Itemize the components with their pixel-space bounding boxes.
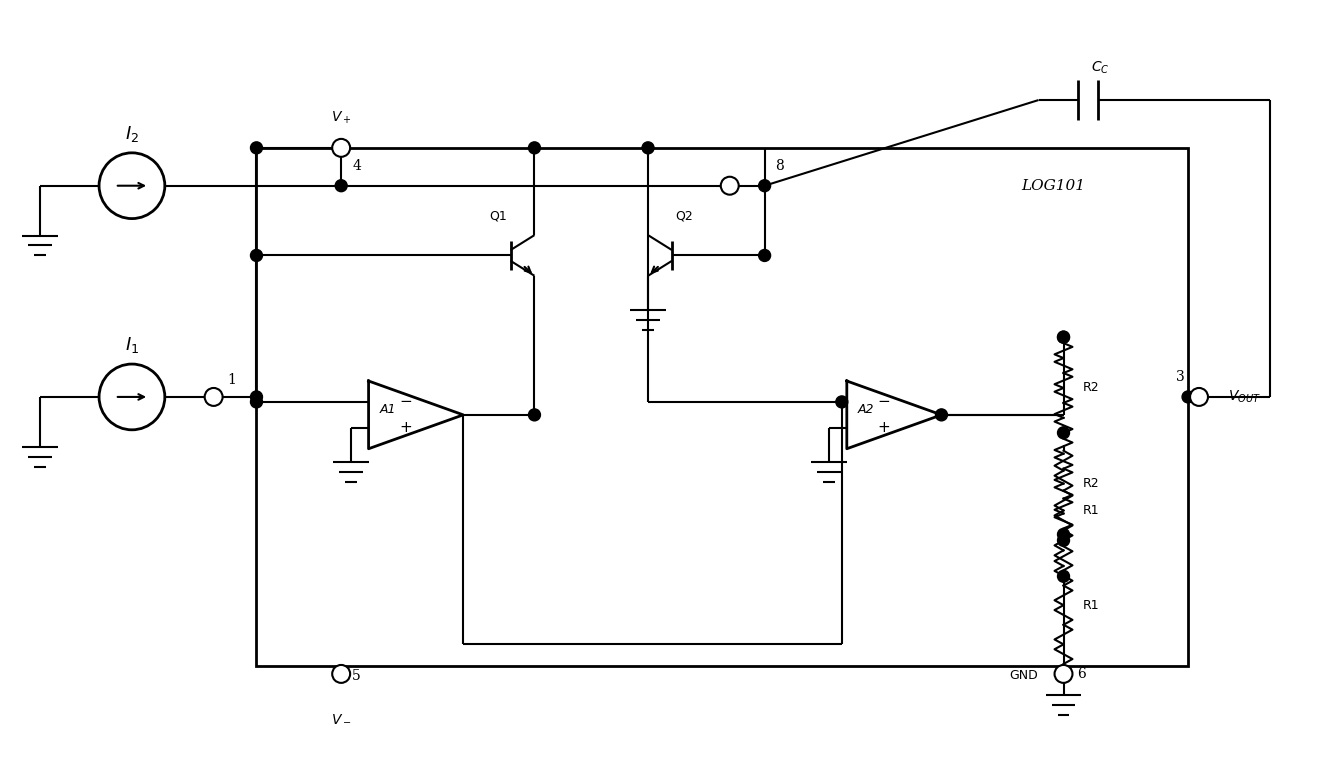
Text: A1: A1: [380, 403, 397, 416]
Circle shape: [1182, 391, 1194, 403]
Text: Q2: Q2: [675, 209, 693, 222]
Circle shape: [99, 364, 165, 430]
Circle shape: [529, 142, 540, 154]
Circle shape: [759, 179, 771, 192]
Text: $I_2$: $I_2$: [125, 124, 138, 144]
Circle shape: [335, 179, 347, 192]
Text: 3: 3: [1176, 370, 1185, 384]
Text: +: +: [878, 420, 891, 435]
Circle shape: [1057, 534, 1069, 547]
Circle shape: [250, 142, 262, 154]
Circle shape: [529, 409, 540, 421]
Text: −: −: [399, 394, 413, 410]
Circle shape: [1057, 331, 1069, 343]
Circle shape: [1057, 570, 1069, 582]
Circle shape: [721, 176, 738, 195]
Circle shape: [204, 388, 223, 406]
Circle shape: [1054, 665, 1073, 683]
Circle shape: [332, 139, 351, 157]
Text: $V_-$: $V_-$: [331, 711, 352, 724]
Circle shape: [250, 391, 262, 403]
Text: R1: R1: [1083, 599, 1099, 612]
Text: LOG101: LOG101: [1021, 179, 1086, 193]
Circle shape: [1057, 331, 1069, 343]
Text: 5: 5: [352, 669, 361, 683]
Circle shape: [759, 250, 771, 261]
Circle shape: [1190, 388, 1209, 406]
Text: $I_1$: $I_1$: [125, 335, 138, 355]
Circle shape: [642, 142, 654, 154]
Text: R2: R2: [1083, 477, 1099, 490]
Text: 4: 4: [353, 159, 361, 173]
Text: $V_+$: $V_+$: [331, 110, 352, 126]
Text: GND: GND: [1010, 669, 1039, 682]
Circle shape: [250, 396, 262, 408]
Text: R2: R2: [1083, 382, 1099, 394]
Text: 8: 8: [775, 159, 784, 173]
Text: R1: R1: [1083, 504, 1099, 517]
Text: 1: 1: [227, 373, 236, 387]
Text: +: +: [399, 420, 413, 435]
Circle shape: [1057, 427, 1069, 439]
Circle shape: [836, 396, 847, 408]
Text: A2: A2: [858, 403, 874, 416]
Bar: [257, 148, 1188, 666]
Circle shape: [250, 250, 262, 261]
Circle shape: [936, 409, 948, 421]
Circle shape: [99, 153, 165, 219]
Text: $C_C$: $C_C$: [1091, 60, 1110, 76]
Circle shape: [1057, 528, 1069, 540]
Text: −: −: [878, 394, 891, 410]
Text: 6: 6: [1077, 667, 1086, 681]
Text: Q1: Q1: [490, 209, 507, 222]
Circle shape: [332, 665, 351, 683]
Text: $V_{OUT}$: $V_{OUT}$: [1228, 389, 1261, 405]
